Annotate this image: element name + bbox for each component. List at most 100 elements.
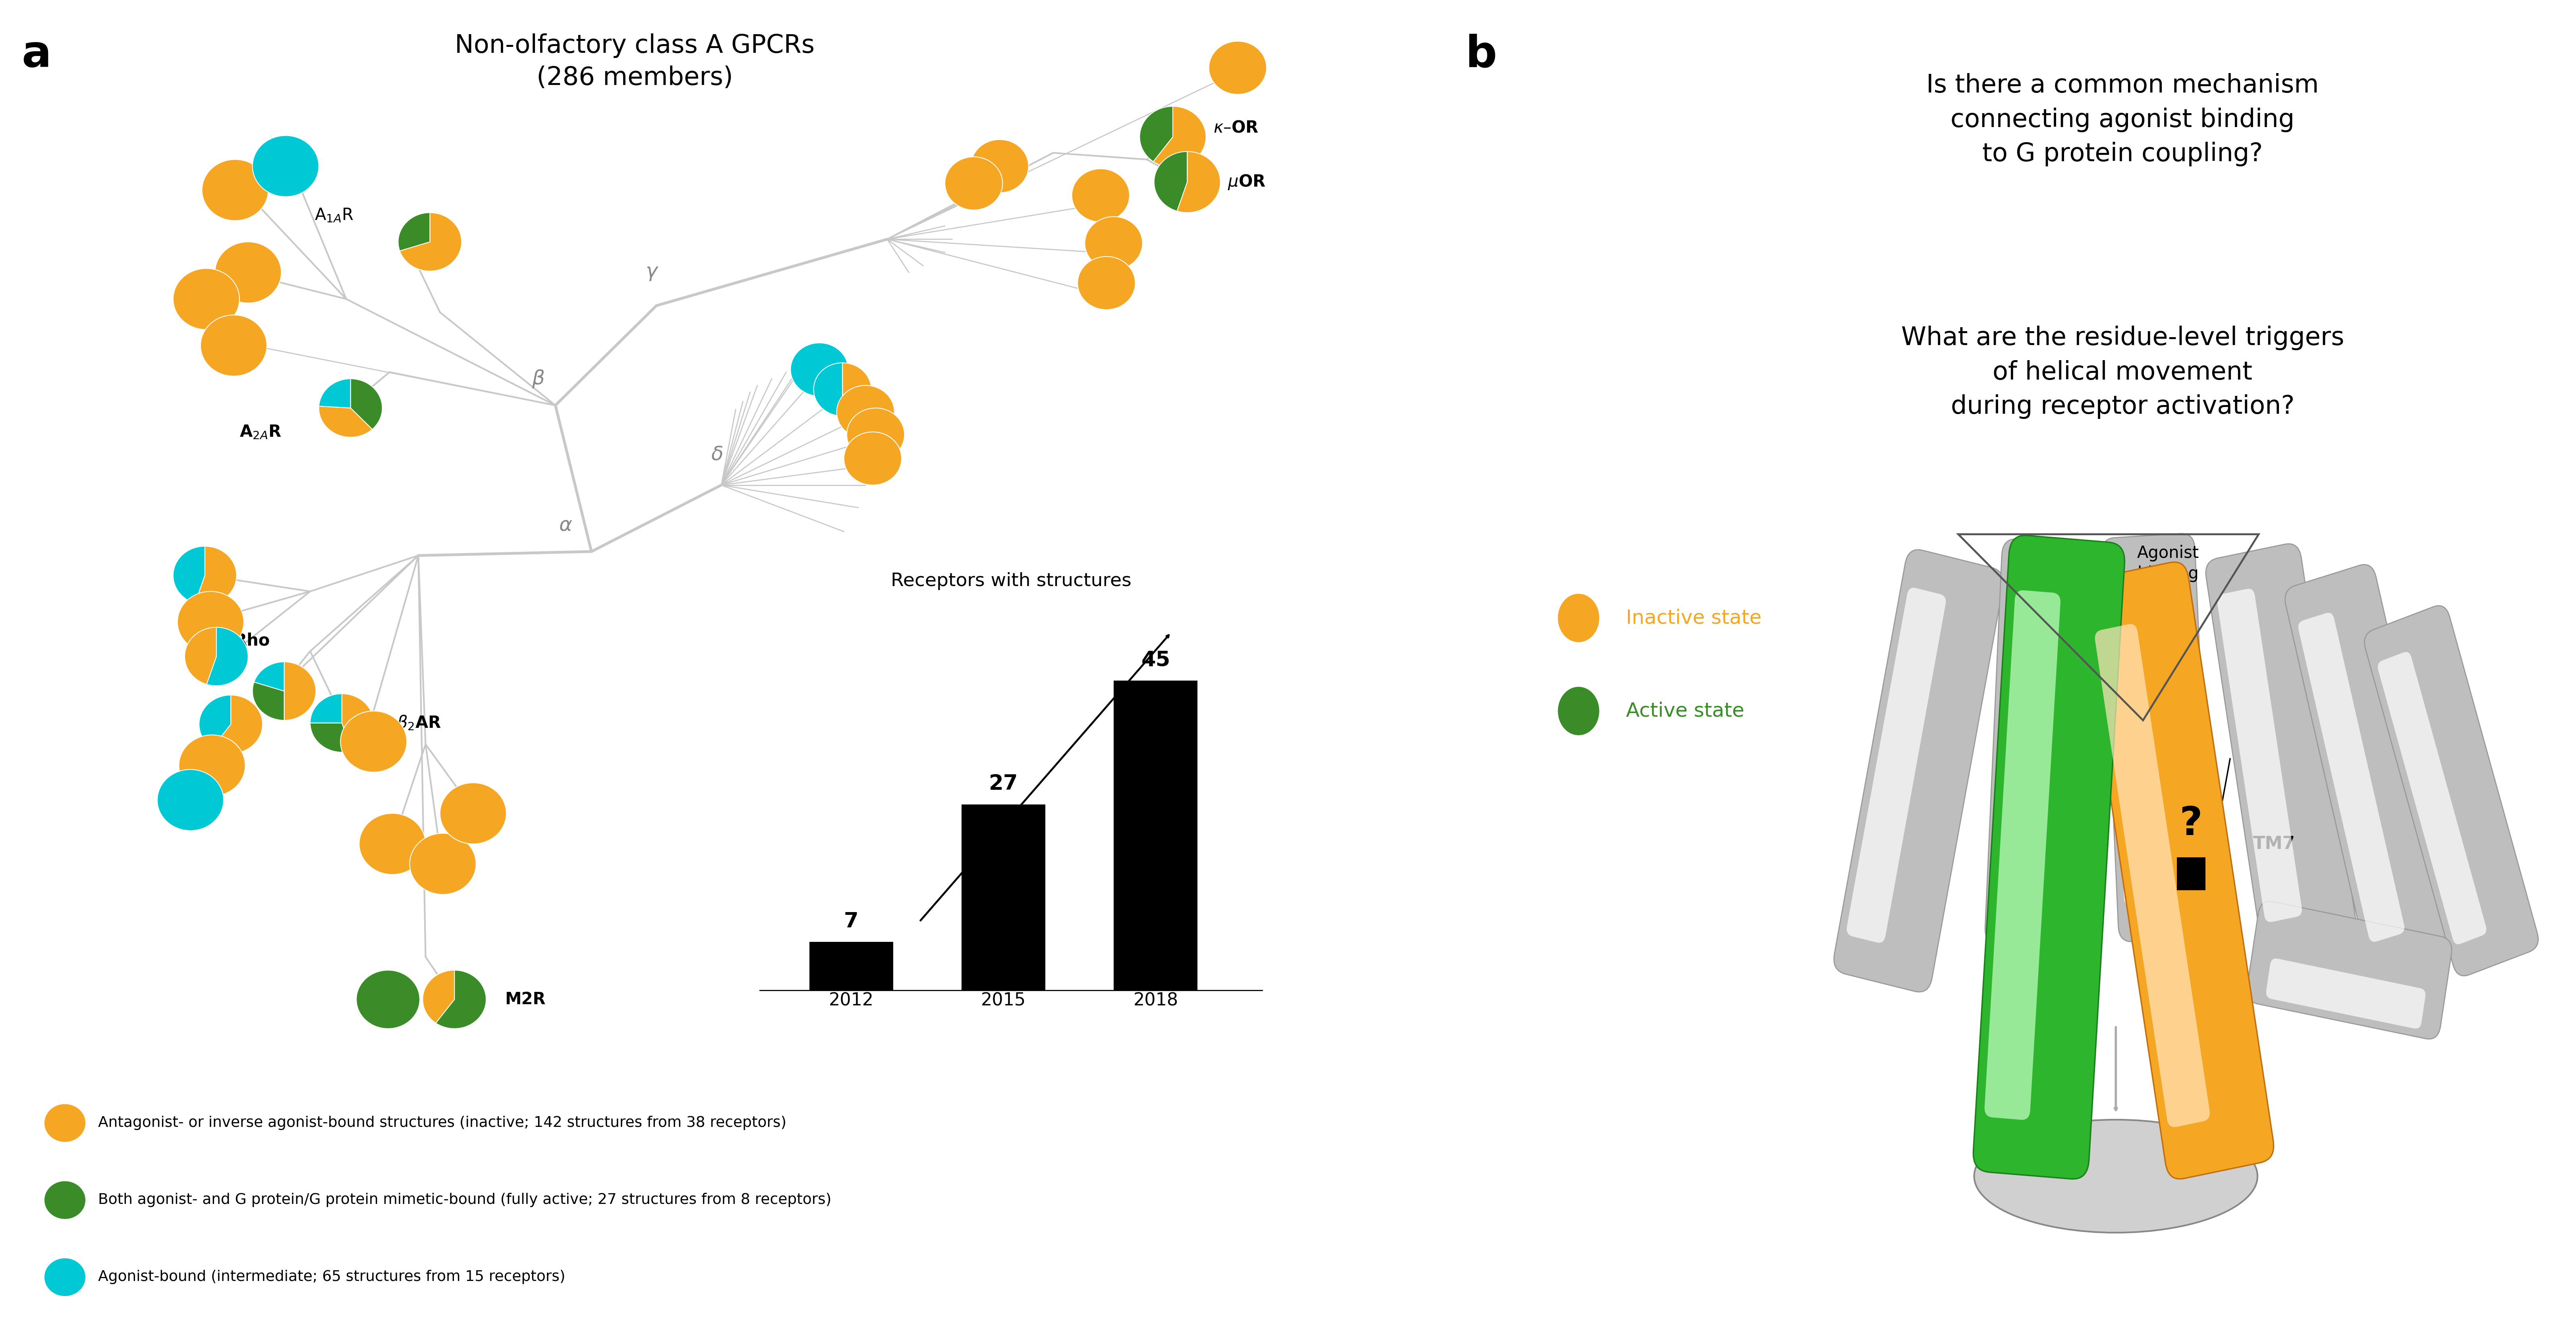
- Circle shape: [44, 1104, 85, 1142]
- Text: Agonist
binding: Agonist binding: [2138, 545, 2200, 582]
- Wedge shape: [319, 407, 374, 437]
- Wedge shape: [399, 213, 430, 251]
- FancyBboxPatch shape: [1834, 550, 2004, 991]
- Wedge shape: [1154, 152, 1188, 211]
- Circle shape: [340, 711, 407, 772]
- Text: b: b: [1466, 33, 1497, 76]
- Text: Antagonist- or inverse agonist-bound structures (inactive; 142 structures from 3: Antagonist- or inverse agonist-bound str…: [98, 1116, 786, 1130]
- FancyBboxPatch shape: [2205, 544, 2357, 958]
- Text: TM6: TM6: [2007, 1096, 2058, 1118]
- Circle shape: [848, 408, 904, 461]
- Text: Both agonist- and G protein/G protein mimetic-bound (fully active; 27 structures: Both agonist- and G protein/G protein mi…: [98, 1193, 832, 1207]
- Text: Is there a common mechanism
connecting agonist binding
to G protein coupling?: Is there a common mechanism connecting a…: [1927, 73, 2318, 166]
- Circle shape: [214, 242, 281, 303]
- Text: ?: ?: [2179, 805, 2202, 843]
- Circle shape: [178, 591, 245, 653]
- Circle shape: [1072, 169, 1128, 222]
- Circle shape: [358, 813, 425, 874]
- Text: Agonist-bound (intermediate; 65 structures from 15 receptors): Agonist-bound (intermediate; 65 structur…: [98, 1271, 564, 1284]
- FancyBboxPatch shape: [2267, 958, 2427, 1029]
- Text: 27: 27: [989, 773, 1018, 795]
- FancyBboxPatch shape: [2102, 533, 2213, 942]
- Circle shape: [791, 343, 848, 396]
- Bar: [2177, 857, 2205, 890]
- Text: What are the residue-level triggers
of helical movement
during receptor activati: What are the residue-level triggers of h…: [1901, 326, 2344, 419]
- Bar: [1113, 680, 1198, 990]
- Text: $\gamma$: $\gamma$: [647, 263, 659, 282]
- Circle shape: [173, 268, 240, 330]
- Wedge shape: [211, 695, 263, 754]
- Text: TM7: TM7: [2254, 836, 2295, 852]
- FancyBboxPatch shape: [2298, 613, 2403, 942]
- Wedge shape: [309, 694, 343, 723]
- FancyBboxPatch shape: [2365, 606, 2537, 975]
- FancyBboxPatch shape: [2246, 901, 2452, 1039]
- Wedge shape: [1139, 106, 1172, 162]
- Bar: [961, 804, 1046, 990]
- FancyBboxPatch shape: [2110, 573, 2161, 905]
- Circle shape: [201, 315, 268, 376]
- Text: $\kappa$–OR: $\kappa$–OR: [1213, 120, 1260, 136]
- Circle shape: [252, 136, 319, 197]
- Circle shape: [945, 157, 1002, 210]
- Circle shape: [1558, 687, 1600, 735]
- FancyBboxPatch shape: [1847, 587, 1945, 942]
- Wedge shape: [343, 694, 374, 751]
- Circle shape: [1558, 594, 1600, 642]
- Wedge shape: [350, 379, 381, 429]
- Wedge shape: [1154, 106, 1206, 167]
- FancyBboxPatch shape: [1986, 540, 2102, 949]
- Circle shape: [971, 140, 1028, 193]
- Text: $\delta$: $\delta$: [711, 445, 724, 464]
- Text: A$_{1A}$R: A$_{1A}$R: [314, 207, 353, 223]
- Circle shape: [845, 432, 902, 485]
- Text: Rho: Rho: [234, 633, 270, 649]
- Circle shape: [157, 769, 224, 831]
- Circle shape: [44, 1259, 85, 1296]
- Wedge shape: [309, 723, 353, 752]
- FancyBboxPatch shape: [2218, 589, 2303, 922]
- Text: M2R: M2R: [505, 991, 546, 1007]
- Wedge shape: [283, 662, 317, 720]
- Title: Receptors with structures: Receptors with structures: [891, 571, 1131, 590]
- Wedge shape: [399, 213, 461, 271]
- Wedge shape: [173, 546, 206, 603]
- Wedge shape: [252, 682, 283, 720]
- Circle shape: [440, 783, 507, 844]
- Circle shape: [1208, 41, 1267, 94]
- Circle shape: [178, 735, 245, 796]
- Text: 45: 45: [1141, 650, 1170, 670]
- Text: $\beta_2$AR: $\beta_2$AR: [397, 714, 440, 732]
- Text: G protein: G protein: [2071, 1167, 2159, 1185]
- FancyBboxPatch shape: [2094, 625, 2210, 1127]
- Wedge shape: [814, 363, 842, 416]
- Circle shape: [355, 970, 420, 1029]
- Wedge shape: [422, 970, 453, 1023]
- Wedge shape: [185, 627, 216, 684]
- FancyBboxPatch shape: [1994, 575, 2048, 910]
- Ellipse shape: [1973, 1119, 2257, 1233]
- Text: Inactive state: Inactive state: [1625, 609, 1762, 627]
- Text: Active state: Active state: [1625, 702, 1744, 720]
- Wedge shape: [319, 379, 350, 408]
- Circle shape: [201, 159, 268, 221]
- Circle shape: [1084, 217, 1144, 270]
- Text: a: a: [21, 33, 52, 76]
- Wedge shape: [206, 627, 247, 686]
- Wedge shape: [1177, 152, 1221, 213]
- Wedge shape: [842, 363, 871, 416]
- FancyBboxPatch shape: [2081, 562, 2275, 1179]
- Wedge shape: [255, 662, 283, 691]
- FancyBboxPatch shape: [1984, 590, 2061, 1120]
- Circle shape: [1077, 256, 1136, 310]
- Wedge shape: [198, 695, 232, 748]
- Circle shape: [410, 833, 477, 894]
- FancyBboxPatch shape: [2285, 565, 2460, 977]
- Text: $\beta$: $\beta$: [531, 368, 544, 389]
- FancyBboxPatch shape: [2378, 653, 2486, 944]
- Text: Non-olfactory class A GPCRs
(286 members): Non-olfactory class A GPCRs (286 members…: [456, 33, 814, 90]
- Circle shape: [837, 385, 894, 439]
- Text: $\alpha$: $\alpha$: [559, 516, 572, 534]
- Text: $\mu$OR: $\mu$OR: [1229, 173, 1265, 191]
- Bar: [809, 942, 894, 990]
